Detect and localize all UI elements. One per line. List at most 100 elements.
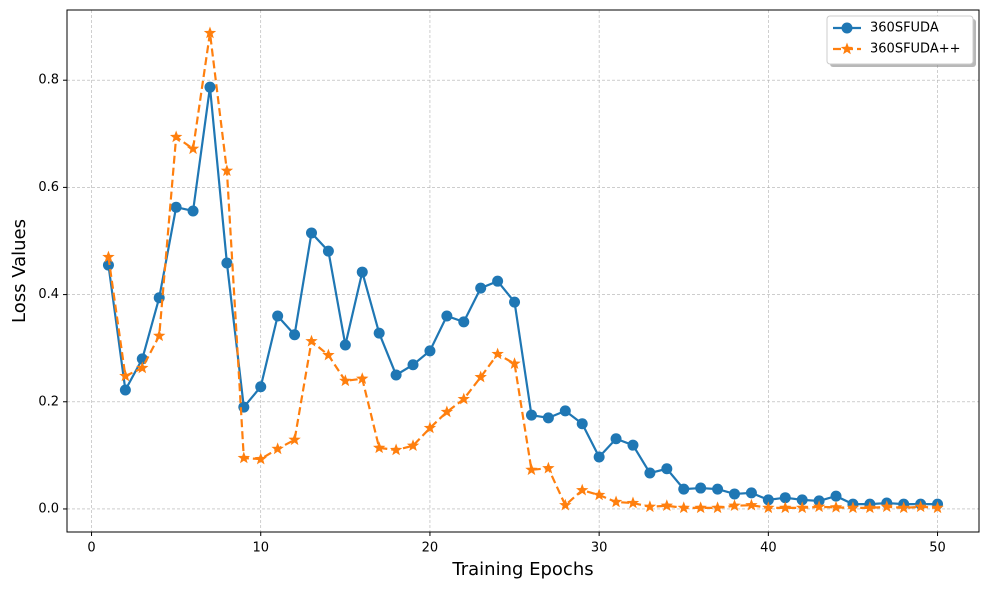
data-point xyxy=(390,369,402,381)
data-point xyxy=(542,412,554,424)
data-point xyxy=(829,500,843,513)
data-point xyxy=(509,296,521,308)
data-point xyxy=(897,501,910,514)
data-point xyxy=(610,433,622,445)
data-point xyxy=(305,334,318,347)
data-point xyxy=(643,500,657,513)
series-line xyxy=(107,32,938,509)
legend-box xyxy=(826,15,974,65)
y-tick-label: 0.2 xyxy=(38,394,59,409)
data-point xyxy=(475,282,487,294)
data-point xyxy=(389,443,403,456)
data-point xyxy=(407,359,419,371)
data-point xyxy=(356,372,369,384)
y-tick-label: 0.6 xyxy=(38,180,59,195)
data-point xyxy=(779,501,792,514)
data-point xyxy=(254,452,267,465)
data-point xyxy=(592,488,606,501)
data-point xyxy=(677,501,690,514)
data-point xyxy=(779,492,791,504)
legend: 360SFUDA 360SFUDA++ xyxy=(826,15,976,67)
data-point xyxy=(492,275,504,287)
data-point xyxy=(542,461,555,474)
y-tick-label: 0.8 xyxy=(38,73,59,88)
data-point xyxy=(863,501,877,514)
data-point xyxy=(762,494,774,506)
data-point xyxy=(661,463,673,475)
data-point xyxy=(694,501,707,514)
legend-label: 360SFUDA xyxy=(870,21,939,36)
data-point xyxy=(272,310,284,322)
data-point xyxy=(508,357,521,369)
x-axis-label: Training Epochs xyxy=(451,559,593,580)
data-point xyxy=(271,442,284,455)
data-point xyxy=(914,500,927,513)
data-point xyxy=(186,142,200,155)
data-point xyxy=(288,433,301,446)
y-axis-label: Loss Values xyxy=(9,219,30,323)
x-tick-label: 30 xyxy=(591,541,608,556)
x-tick-label: 0 xyxy=(87,541,95,556)
data-point xyxy=(373,327,385,339)
data-point xyxy=(729,488,741,500)
data-point xyxy=(678,483,690,495)
data-point xyxy=(559,498,572,511)
data-point xyxy=(796,494,808,506)
data-point xyxy=(728,499,741,511)
data-point xyxy=(441,310,453,322)
data-point xyxy=(525,463,538,476)
data-point xyxy=(559,405,571,417)
data-point xyxy=(102,250,115,263)
data-point xyxy=(830,490,842,502)
data-point xyxy=(440,405,454,418)
plot-frame xyxy=(66,9,980,533)
data-point xyxy=(712,483,724,495)
data-point xyxy=(626,496,640,509)
x-tick-label: 50 xyxy=(929,541,946,556)
data-point xyxy=(745,498,758,511)
data-point xyxy=(660,499,673,511)
data-point xyxy=(576,483,589,496)
data-point xyxy=(187,205,199,217)
data-point xyxy=(102,259,114,271)
data-point xyxy=(119,384,131,396)
data-point xyxy=(373,441,386,454)
series-line xyxy=(107,87,938,506)
data-point xyxy=(695,482,707,494)
data-point xyxy=(931,501,944,514)
data-point xyxy=(796,501,809,514)
data-point xyxy=(289,329,301,341)
data-point xyxy=(812,500,826,513)
data-point xyxy=(153,329,166,342)
x-tick-label: 20 xyxy=(422,541,439,556)
data-point xyxy=(356,266,368,278)
data-point xyxy=(255,381,267,393)
data-point xyxy=(424,345,436,357)
data-point xyxy=(576,418,588,430)
legend-marker xyxy=(841,22,853,34)
data-point xyxy=(525,409,537,421)
data-point xyxy=(593,451,605,463)
data-point xyxy=(609,495,623,508)
data-point xyxy=(458,316,470,328)
data-point xyxy=(423,421,437,434)
data-point xyxy=(880,500,893,513)
data-point xyxy=(339,374,352,387)
data-point xyxy=(204,81,216,93)
legend-label: 360SFUDA++ xyxy=(870,42,961,57)
data-point xyxy=(711,501,724,514)
data-point xyxy=(644,467,656,479)
data-point xyxy=(220,164,234,177)
data-point xyxy=(305,227,317,239)
x-tick-label: 10 xyxy=(252,541,269,556)
data-point xyxy=(170,201,182,213)
y-tick-label: 0.4 xyxy=(38,287,59,302)
y-tick-label: 0.0 xyxy=(38,501,59,516)
data-point xyxy=(627,439,639,451)
data-point xyxy=(474,370,487,383)
data-point xyxy=(203,26,217,39)
data-point xyxy=(136,361,149,374)
data-point xyxy=(237,451,250,464)
data-point xyxy=(221,257,233,269)
